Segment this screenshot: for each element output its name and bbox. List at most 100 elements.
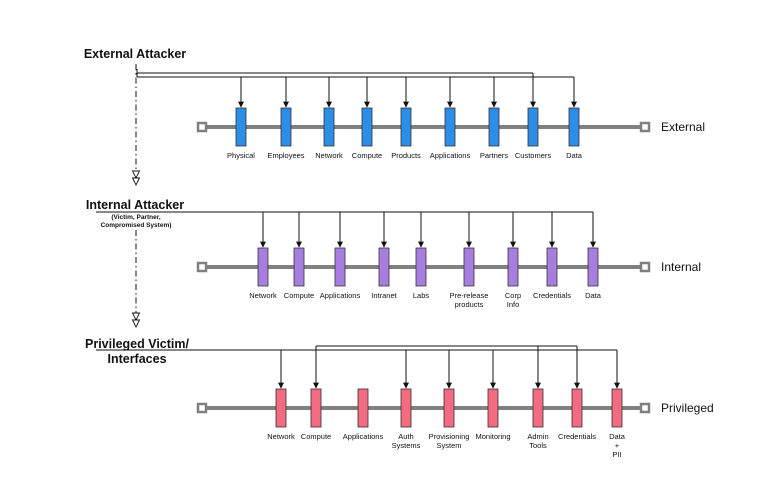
asset-label: Corp Info — [505, 291, 521, 309]
asset-label-line: + — [615, 441, 620, 450]
asset-label-line: Data — [566, 151, 583, 160]
asset-privileged-3: Auth Systems — [392, 350, 421, 450]
tier-label: Internal — [661, 260, 701, 274]
tier-internal: Internal Attacker (Victim, Partner, Compro… — [86, 198, 701, 309]
asset-external-6: Partners — [480, 77, 509, 160]
asset-label: Admin Tools — [527, 432, 548, 450]
asset-privileged-8: Data + PII — [609, 350, 626, 459]
asset-label: Intranet — [371, 291, 397, 300]
asset-label: Physical — [227, 151, 255, 160]
asset-external-3: Compute — [352, 77, 382, 160]
tier-label: Privileged — [661, 401, 714, 415]
asset-label-line: Intranet — [371, 291, 397, 300]
asset-label-line: Admin — [527, 432, 548, 441]
escalation-arrowhead — [131, 312, 141, 322]
asset-box — [415, 247, 427, 287]
asset-label: Network — [249, 291, 277, 300]
asset-label-line: Auth — [398, 432, 413, 441]
asset-box — [280, 107, 292, 147]
asset-box — [378, 247, 390, 287]
asset-box — [334, 247, 346, 287]
asset-external-0: Physical — [227, 77, 255, 160]
asset-label-line: Tools — [529, 441, 547, 450]
asset-label-line: Compute — [301, 432, 331, 441]
asset-label: Network — [267, 432, 295, 441]
asset-box — [571, 388, 583, 428]
tier-title: External Attacker — [84, 47, 186, 61]
tier-label: External — [661, 120, 705, 134]
asset-label-line: Employees — [267, 151, 304, 160]
asset-label: Network — [315, 151, 343, 160]
tier-title-line: Internal Attacker — [86, 198, 184, 212]
asset-label-line: Credentials — [533, 291, 571, 300]
asset-label-line: Network — [249, 291, 277, 300]
tier-privileged: Privileged Victim/Interfaces Privileged Ne… — [85, 337, 714, 459]
asset-label-line: Data — [609, 432, 626, 441]
asset-label-line: Network — [267, 432, 295, 441]
asset-internal-6: Corp Info — [505, 212, 521, 309]
tier-title-line: External Attacker — [84, 47, 186, 61]
asset-box — [463, 247, 475, 287]
asset-privileged-5: Monitoring — [475, 350, 511, 441]
asset-box — [310, 388, 322, 428]
asset-label-line: System — [436, 441, 461, 450]
surface-endpoint — [639, 261, 651, 273]
tier-title-line: Privileged Victim/ — [85, 337, 190, 351]
surface-endpoint — [196, 121, 208, 133]
asset-label-line: products — [455, 300, 484, 309]
asset-label-line: Monitoring — [475, 432, 510, 441]
asset-label: Data — [585, 291, 602, 300]
asset-box — [507, 247, 519, 287]
asset-external-2: Network — [315, 77, 343, 160]
asset-internal-7: Credentials — [533, 212, 571, 300]
tier-subtitle: (Victim, Partner, Compromised System) — [101, 214, 172, 229]
asset-label-line: Corp — [505, 291, 521, 300]
asset-label-line: PII — [612, 450, 621, 459]
asset-external-7: Customers — [515, 73, 552, 160]
asset-label: Applications — [320, 291, 361, 300]
surface-endpoint — [639, 121, 651, 133]
asset-label: Partners — [480, 151, 509, 160]
asset-label: Products — [391, 151, 421, 160]
asset-internal-1: Compute — [284, 212, 314, 300]
asset-box — [357, 388, 369, 428]
asset-box — [546, 247, 558, 287]
asset-label-line: Physical — [227, 151, 255, 160]
asset-box — [487, 388, 499, 428]
asset-label-line: Credentials — [558, 432, 596, 441]
asset-label: Data + PII — [609, 432, 626, 459]
asset-box — [323, 107, 335, 147]
asset-box — [527, 107, 539, 147]
asset-label: Credentials — [533, 291, 571, 300]
asset-label: Labs — [413, 291, 430, 300]
asset-box — [568, 107, 580, 147]
asset-box — [444, 107, 456, 147]
asset-box — [275, 388, 287, 428]
asset-box — [235, 107, 247, 147]
asset-label: Compute — [352, 151, 382, 160]
asset-box — [443, 388, 455, 428]
asset-label: Applications — [343, 432, 384, 441]
asset-privileged-0: Network — [267, 350, 295, 441]
tier-subtitle-line: Compromised System) — [101, 222, 172, 229]
asset-box — [361, 107, 373, 147]
asset-label: Credentials — [558, 432, 596, 441]
asset-label-line: Info — [507, 300, 520, 309]
asset-privileged-1: Compute — [301, 346, 331, 441]
tier-subtitle-line: (Victim, Partner, — [111, 214, 161, 221]
asset-internal-8: Data — [585, 212, 602, 300]
asset-label-line: Network — [315, 151, 343, 160]
asset-box — [532, 388, 544, 428]
escalation-arrowhead — [131, 170, 141, 180]
asset-label: Applications — [430, 151, 471, 160]
asset-box — [611, 388, 623, 428]
asset-label: Auth Systems — [392, 432, 421, 450]
escalation-path — [131, 64, 141, 329]
asset-label-line: Customers — [515, 151, 552, 160]
asset-privileged-6: Admin Tools — [527, 346, 549, 450]
asset-label-line: Applications — [320, 291, 361, 300]
surface-endpoint — [196, 402, 208, 414]
asset-internal-2: Applications — [320, 212, 361, 300]
asset-label-line: Applications — [343, 432, 384, 441]
